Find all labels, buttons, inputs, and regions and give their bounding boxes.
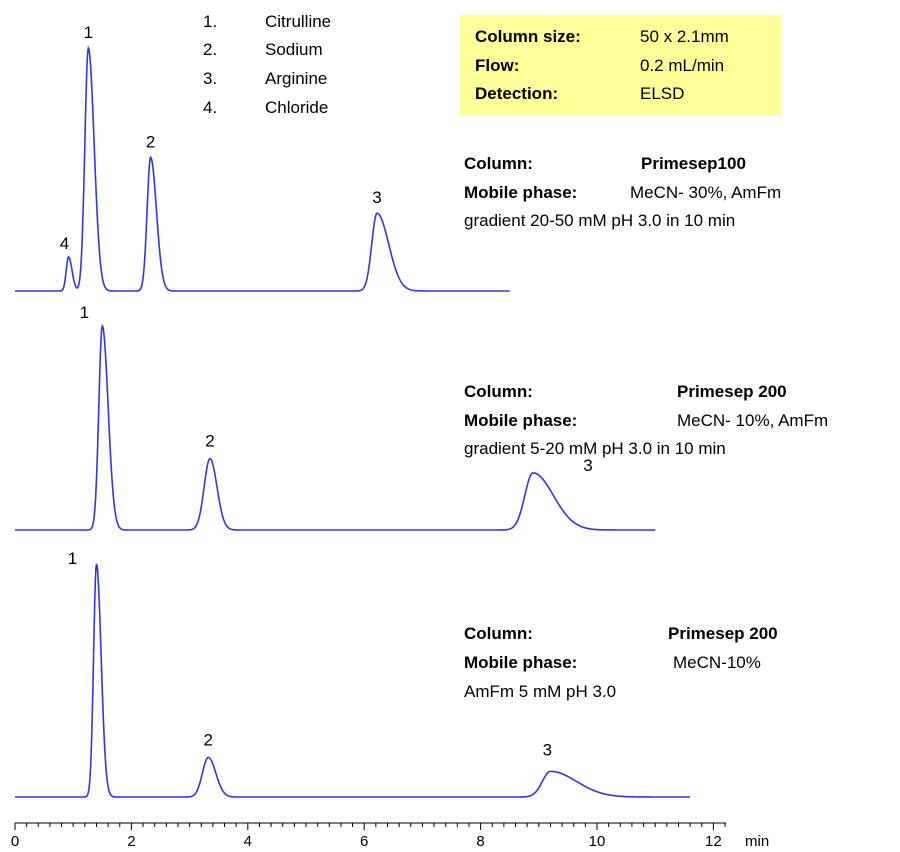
flow-value: 0.2 mL/min [640,56,724,75]
tick-label-10: 10 [589,833,606,850]
panel-1-peak-label-3: 3 [372,188,381,207]
peak-legend: 1. Citrulline 2. Sodium 3. Arginine 4. C… [203,12,331,117]
panel-1-peak-label-4: 4 [60,234,69,253]
flow-label: Flow: [475,56,519,75]
tick-label-0: 0 [11,833,19,850]
legend-num-4: 4. [203,98,217,117]
panel-3-mobile-value: MeCN-10% [673,653,761,672]
chromatogram-trace-1 [15,45,510,292]
tick-label-6: 6 [360,833,368,850]
column-size-label: Column size: [475,27,581,46]
panel-1-gradient: gradient 20-50 mM pH 3.0 in 10 min [464,211,735,230]
panel-1-mobile-value: MeCN- 30%, AmFm [630,183,781,202]
legend-name-2: Sodium [265,40,323,59]
tick-label-8: 8 [476,833,484,850]
conditions-box-background [460,15,782,116]
panel-2-gradient: gradient 5-20 mM pH 3.0 in 10 min [464,439,726,458]
panel-2-info: Column: Primesep 200 Mobile phase: MeCN-… [464,382,828,458]
panel-1-peak-label-1: 1 [84,23,93,42]
panel-3-conditions: AmFm 5 mM pH 3.0 [464,682,616,701]
conditions-box: Column size: 50 x 2.1mm Flow: 0.2 mL/min… [460,15,782,116]
panel-3-column-label: Column: [464,624,533,643]
chromatogram-trace-2 [15,323,656,531]
chromatogram-trace-3 [15,563,691,798]
panel-2-peak-label-3: 3 [583,456,592,475]
time-axis-unit: min [745,833,769,850]
legend-num-1: 1. [203,12,217,31]
panel-3-peak-label-3: 3 [543,740,552,759]
legend-num-2: 2. [203,40,217,59]
panel-3-peak-label-2: 2 [203,730,212,749]
tick-label-4: 4 [244,833,252,850]
detection-label: Detection: [475,84,558,103]
panel-2-mobile-label: Mobile phase: [464,411,577,430]
panel-1-column-label: Column: [464,154,533,173]
panel-2-peak-label-1: 1 [80,303,89,322]
panel-3-peak-label-1: 1 [68,549,77,568]
time-axis-ticks: 0 2 4 6 8 10 12 [11,823,726,850]
panel-2-column-value: Primesep 200 [677,382,787,401]
panel-2-column-label: Column: [464,382,533,401]
panel-1-peak-label-2: 2 [146,132,155,151]
panel-1-mobile-label: Mobile phase: [464,183,577,202]
panel-3-column-value: Primesep 200 [668,624,778,643]
legend-name-4: Chloride [265,98,328,117]
legend-name-3: Arginine [265,69,327,88]
chromatogram-traces: 4 1 2 3 1 2 3 1 2 3 [15,23,691,798]
panel-1-column-value: Primesep100 [641,154,746,173]
panel-3-info: Column: Primesep 200 Mobile phase: MeCN-… [464,624,778,701]
time-axis: 0 2 4 6 8 10 12 min [11,822,769,850]
legend-num-3: 3. [203,69,217,88]
legend-name-1: Citrulline [265,12,331,31]
panel-1-info: Column: Primesep100 Mobile phase: MeCN- … [464,154,781,230]
detection-value: ELSD [640,84,684,103]
panel-2-mobile-value: MeCN- 10%, AmFm [677,411,828,430]
panel-2-peak-label-2: 2 [205,432,214,451]
panel-3-mobile-label: Mobile phase: [464,653,577,672]
tick-label-12: 12 [705,833,722,850]
tick-label-2: 2 [127,833,135,850]
column-size-value: 50 x 2.1mm [640,27,729,46]
